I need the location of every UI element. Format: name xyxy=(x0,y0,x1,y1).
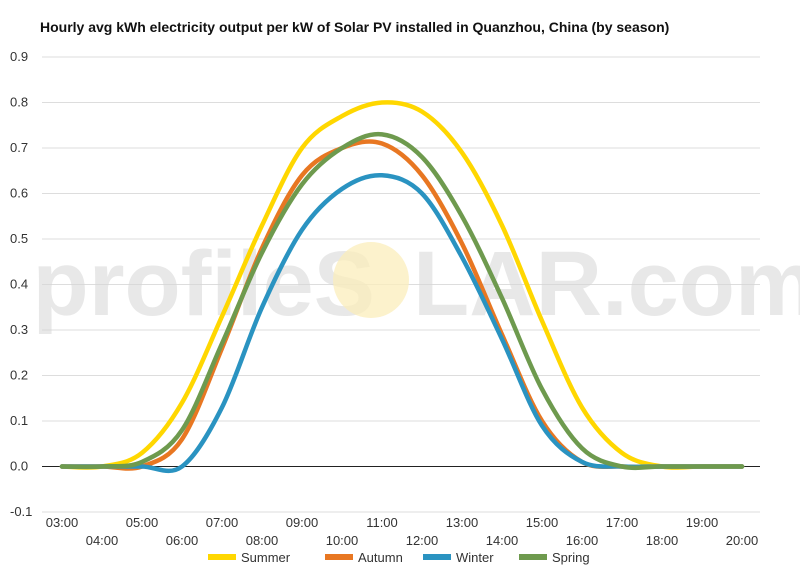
x-tick-label: 16:00 xyxy=(566,533,599,548)
y-axis-labels: -0.1 0.0 0.1 0.2 0.3 0.4 0.5 0.6 0.7 0.8 0.9 xyxy=(10,49,32,519)
x-tick-label: 11:00 xyxy=(366,515,398,530)
y-tick-label: 0.6 xyxy=(10,186,28,201)
legend-label: Winter xyxy=(456,550,494,565)
legend-swatch xyxy=(325,554,353,560)
x-tick-label: 08:00 xyxy=(246,533,279,548)
legend-swatch xyxy=(519,554,547,560)
y-tick-label: 0.7 xyxy=(10,140,28,155)
legend: Summer Autumn Winter Spring xyxy=(208,550,590,565)
watermark-text-left: profileS xyxy=(33,233,375,335)
y-tick-label: 0.4 xyxy=(10,277,28,292)
y-tick-label: 0.3 xyxy=(10,322,28,337)
y-tick-label: 0.9 xyxy=(10,49,28,64)
chart-title: Hourly avg kWh electricity output per kW… xyxy=(40,19,670,35)
x-tick-label: 04:00 xyxy=(86,533,119,548)
x-tick-label: 10:00 xyxy=(326,533,359,548)
x-tick-label: 14:00 xyxy=(486,533,519,548)
x-tick-label: 15:00 xyxy=(526,515,559,530)
x-tick-label: 06:00 xyxy=(166,533,199,548)
x-tick-label: 05:00 xyxy=(126,515,159,530)
x-tick-label: 17:00 xyxy=(606,515,639,530)
x-axis-labels: 03:00 04:00 05:00 06:00 07:00 08:00 09:00 10:00… xyxy=(46,515,759,548)
y-tick-label: 0.5 xyxy=(10,231,28,246)
x-tick-label: 07:00 xyxy=(206,515,239,530)
x-tick-label: 09:00 xyxy=(286,515,319,530)
watermark-sun-icon xyxy=(333,242,409,318)
series-lines xyxy=(59,100,745,474)
watermark: profileS LAR.com xyxy=(33,233,800,335)
x-tick-label: 18:00 xyxy=(646,533,679,548)
legend-swatch xyxy=(423,554,451,560)
y-tick-label: 0.1 xyxy=(10,413,28,428)
series-line-spring xyxy=(59,131,745,471)
x-tick-label: 20:00 xyxy=(726,533,759,548)
legend-label: Summer xyxy=(241,550,291,565)
y-tick-label: 0.8 xyxy=(10,95,28,110)
watermark-text-right: LAR.com xyxy=(413,233,800,335)
series-line-summer xyxy=(59,100,745,470)
x-tick-label: 12:00 xyxy=(406,533,439,548)
legend-label: Autumn xyxy=(358,550,403,565)
legend-swatch xyxy=(208,554,236,560)
y-tick-label: 0.0 xyxy=(10,459,28,474)
x-tick-label: 13:00 xyxy=(446,515,479,530)
y-tick-label: 0.2 xyxy=(10,368,28,383)
y-tick-label: -0.1 xyxy=(10,504,32,519)
legend-label: Spring xyxy=(552,550,590,565)
x-tick-label: 19:00 xyxy=(686,515,719,530)
x-tick-label: 03:00 xyxy=(46,515,79,530)
